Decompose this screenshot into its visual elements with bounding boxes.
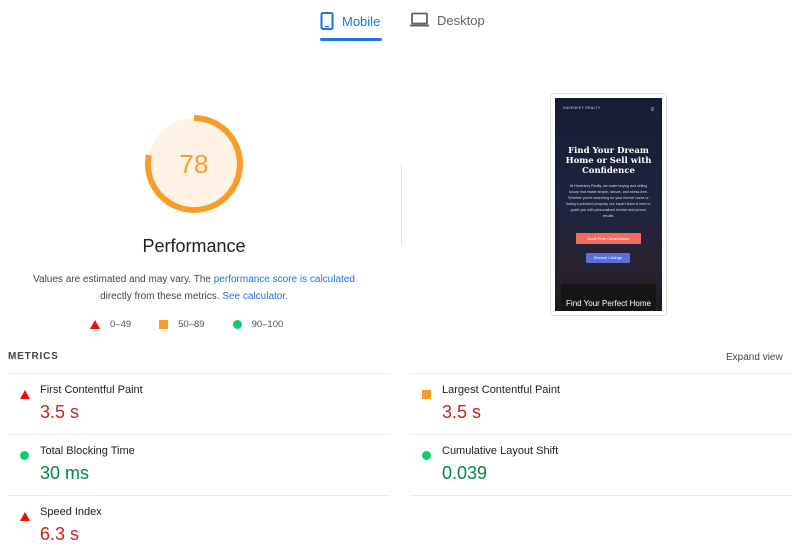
divider <box>8 495 390 496</box>
preview-body: At Havenkey Realty, we make buying and s… <box>566 184 651 218</box>
metric-item: Largest Contentful Paint 3.5 s <box>410 374 792 435</box>
tab-label: Mobile <box>342 13 381 29</box>
square-icon <box>422 390 431 399</box>
triangle-icon <box>20 512 30 521</box>
legend-range: 90–100 <box>251 319 284 330</box>
metric-label: Largest Contentful Paint <box>442 384 561 396</box>
page-screenshot-preview: HAVENKEY REALTY ≡ Find Your Dream Home o… <box>550 93 667 316</box>
tab-desktop[interactable]: Desktop <box>410 12 485 28</box>
preview-heading: Find Your Dream Home or Sell with Confid… <box>565 146 652 176</box>
metric-item: Cumulative Layout Shift 0.039 <box>410 435 792 496</box>
legend-item: 50–89 <box>159 319 205 330</box>
note-text: directly from these metrics. <box>100 291 223 302</box>
preview-consultation-button: Book Free Consultation <box>576 233 641 244</box>
metric-label: Total Blocking Time <box>40 445 135 457</box>
metric-value: 6.3 s <box>40 524 80 544</box>
active-tab-indicator <box>320 38 382 41</box>
score-value: 78 <box>179 148 209 179</box>
circle-icon <box>20 451 29 460</box>
circle-icon <box>232 320 242 329</box>
divider <box>8 434 390 435</box>
divider <box>401 165 402 245</box>
see-calculator-link[interactable]: See calculator. <box>222 291 288 302</box>
metric-label: Speed Index <box>40 506 102 518</box>
hamburger-icon: ≡ <box>650 107 654 113</box>
metric-value: 0.039 <box>442 463 488 483</box>
metric-value: 3.5 s <box>442 402 482 422</box>
score-legend: 0–49 50–89 90–100 <box>90 319 311 330</box>
legend-item: 90–100 <box>232 319 284 330</box>
legend-range: 50–89 <box>178 319 205 330</box>
preview-section-title: Find Your Perfect Home <box>561 284 656 311</box>
tab-mobile[interactable]: Mobile <box>320 12 380 30</box>
circle-icon <box>422 451 431 460</box>
note-text: Values are estimated and may vary. The <box>33 274 214 285</box>
legend-item: 0–49 <box>90 319 131 330</box>
divider <box>410 495 792 496</box>
smartphone-icon <box>320 12 334 30</box>
triangle-icon <box>90 320 100 329</box>
tab-label: Desktop <box>437 12 485 28</box>
square-icon <box>159 320 169 329</box>
metric-value: 30 ms <box>40 463 90 483</box>
metric-item: First Contentful Paint 3.5 s <box>8 374 390 435</box>
expand-view-button[interactable]: Expand view <box>726 352 783 363</box>
metric-value: 3.5 s <box>40 402 80 422</box>
preview-logo: HAVENKEY REALTY <box>563 106 601 110</box>
divider <box>8 373 390 374</box>
score-calculated-link[interactable]: performance score is calculated <box>213 274 355 285</box>
divider <box>410 434 792 435</box>
metric-label: First Contentful Paint <box>40 384 143 396</box>
metric-item: Speed Index 6.3 s <box>8 496 390 557</box>
metric-item: Total Blocking Time 30 ms <box>8 435 390 496</box>
score-gauge <box>145 115 243 213</box>
legend-range: 0–49 <box>110 319 132 330</box>
score-arc <box>145 115 243 213</box>
divider <box>410 373 792 374</box>
monitor-icon <box>410 12 429 27</box>
score-label: Performance <box>142 236 246 256</box>
metrics-header: METRICS <box>8 351 59 362</box>
score-note: Values are estimated and may vary. The p… <box>20 271 368 305</box>
preview-listings-button: Browse Listings <box>586 253 630 263</box>
triangle-icon <box>20 390 30 399</box>
metric-label: Cumulative Layout Shift <box>442 445 559 457</box>
